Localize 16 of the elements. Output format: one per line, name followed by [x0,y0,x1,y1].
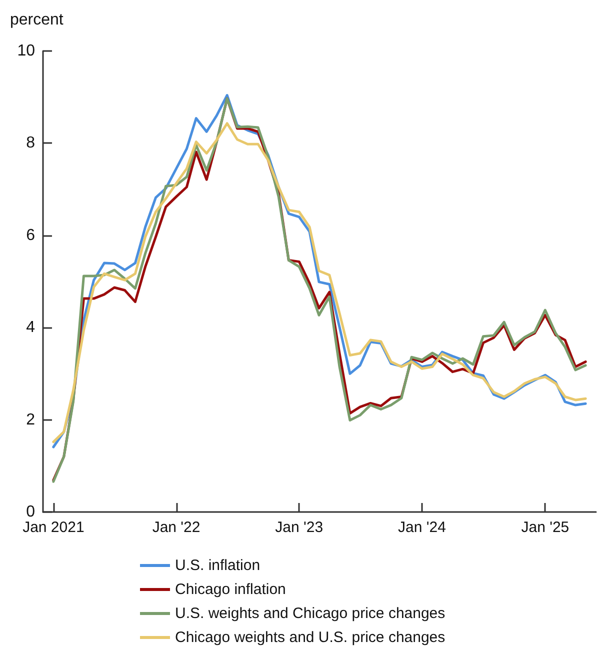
y-tick-label: 8 [26,134,36,152]
y-tick-label: 4 [26,319,36,336]
legend-label: Chicago inflation [175,581,286,598]
y-tick-label: 10 [17,42,36,60]
y-axis-title: percent [10,12,64,28]
x-tick-label: Jan 2021 [22,519,84,536]
y-tick-label: 2 [26,411,36,428]
y-tick-label: 6 [26,226,36,244]
legend-label: U.S. weights and Chicago price changes [175,605,446,622]
x-tick-label: Jan '24 [398,519,446,536]
x-tick-label: Jan '23 [275,519,324,536]
x-tick-label: Jan '22 [152,519,200,536]
legend-label: Chicago weights and U.S. price changes [175,629,446,646]
legend-label: U.S. inflation [175,557,260,574]
x-tick-label: Jan '25 [521,519,570,536]
y-tick-label: 0 [26,504,36,520]
